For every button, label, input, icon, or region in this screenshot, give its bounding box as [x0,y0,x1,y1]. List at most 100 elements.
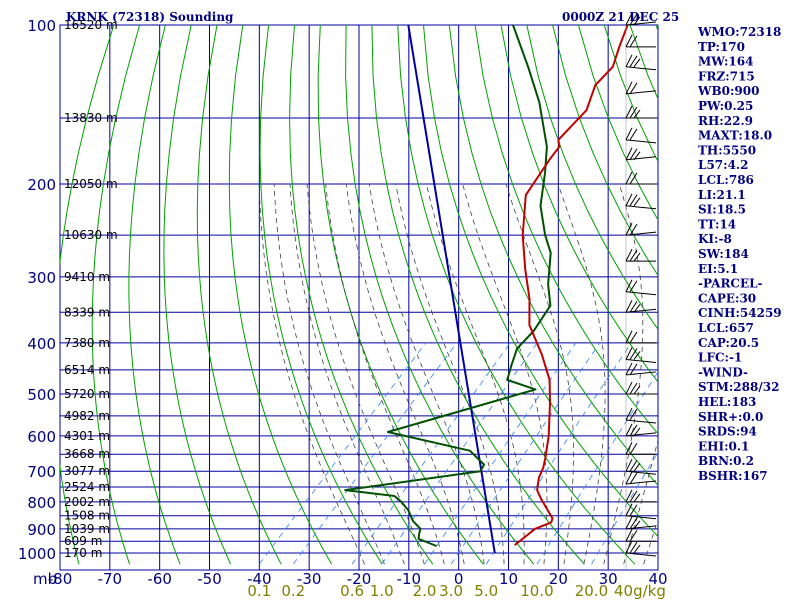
dewpoint-line [344,25,552,547]
stat-line: BSHR:167 [698,469,768,483]
dry-adiabat [371,25,585,565]
wind-barb [625,279,657,296]
dry-adiabat [259,25,383,565]
temp-tick-label: 40 [648,570,667,588]
dry-adiabat [228,25,333,565]
temp-tick-label: -30 [297,570,322,588]
dry-adiabat [785,25,800,564]
pressure-label: 900 [27,521,56,539]
dry-adiabat [289,25,434,565]
temp-tick-label: -20 [347,570,372,588]
wind-barb [625,423,657,437]
sounding-time: 0000Z 21 DEC 25 [562,10,679,24]
wind-barb [625,248,656,262]
dry-adiabat [474,25,658,435]
temp-tick-label: -80 [48,570,73,588]
grid-layer [59,24,659,571]
height-label: 2002 m [64,495,110,509]
stat-line: MW:164 [698,55,753,69]
adiabat-layer [60,25,800,565]
mixing-ratio-line [351,342,511,565]
dry-adiabat [196,25,282,565]
stat-line: MAXT:18.0 [698,129,772,143]
height-label: 609 m [64,534,102,548]
stat-line: WB0:900 [697,84,759,98]
mixing-ratio-label: 0.6 [340,582,364,600]
temp-tick-label: -60 [147,570,172,588]
wind-barb [625,330,656,344]
dry-adiabat [526,25,658,331]
mixing-ratio-line [485,342,632,565]
stat-line: SI:18.5 [698,203,746,217]
height-label: 4982 m [64,409,110,423]
pressure-label: 300 [27,269,56,287]
stat-line: TT:14 [698,217,736,231]
pressure-label: 100 [27,17,56,35]
stat-line: SW:184 [698,247,749,261]
moist-adiabat [258,183,365,565]
stat-line: L57:4.2 [698,158,748,172]
profile-layer [344,25,629,554]
dry-adiabat [759,25,800,564]
wind-barb [625,529,656,542]
wind-barb [625,193,657,210]
dry-adiabat [163,25,232,565]
moist-adiabat [273,183,385,565]
wind-barb [625,458,657,475]
moist-adiabat [289,183,405,565]
temp-tick-label: -40 [247,570,272,588]
mixing-ratio-line [424,342,577,565]
stat-line: LFC:-1 [698,351,742,365]
temp-tick-label: 30 [599,570,618,588]
wind-barb [625,105,656,119]
height-label: 4301 m [64,429,110,443]
height-label: 6514 m [64,363,110,377]
height-label: 12050 m [64,177,118,191]
mixing-ratio-label: 5.0 [474,582,498,600]
height-label: 13830 m [64,111,118,125]
stat-line: KI:-8 [698,232,732,246]
stat-line: STM:288/32 [698,380,779,394]
dry-adiabat [91,25,141,565]
height-label: 170 m [64,546,102,560]
pressure-label: 400 [27,335,56,353]
temp-tick-label: -50 [197,570,222,588]
stat-line: EI:5.1 [698,262,738,276]
wind-barb [625,441,656,455]
dry-adiabat [345,25,535,565]
mixing-ratio-label: 0.1 [247,582,271,600]
stat-line: SHR+:0.0 [698,410,763,424]
temp-tick-label: -10 [397,570,422,588]
stat-line: LI:21.1 [698,188,746,202]
stat-line: RH:22.9 [698,114,753,128]
dry-adiabat [423,25,658,538]
wind-barb [625,503,657,520]
height-label: 3077 m [64,464,110,478]
wind-barb [625,34,656,48]
stat-line: -PARCEL- [698,277,763,291]
height-label: 2524 m [64,480,110,494]
stats-panel: WMO:72318TP:170MW:164FRZ:715WB0:900PW:0.… [697,25,782,483]
stat-line: TH:5550 [698,143,756,157]
stat-line: HEL:183 [698,395,756,409]
stat-line: PW:0.25 [698,99,753,113]
wind-barb [625,127,657,144]
mixing-ratio-label: 2.0 [413,582,437,600]
pressure-unit-label: mb [33,570,57,588]
dry-adiabat [577,25,658,221]
moist-adiabat [395,183,505,565]
pressure-label: 200 [27,176,56,194]
stat-line: CAP:20.5 [698,336,759,350]
wind-barb [625,300,657,313]
wind-barb [625,362,657,376]
wind-barb [625,471,657,485]
height-label: 7380 m [64,336,110,350]
stat-line: CINH:54259 [698,306,782,320]
stat-line: LCL:786 [698,173,754,187]
dry-adiabat [397,25,636,565]
stat-line: EHI:0.1 [698,439,749,453]
temp-tick-label: -70 [98,570,123,588]
stat-line: -WIND- [698,365,748,379]
station-title: KRNK (72318) Sounding [66,10,234,24]
